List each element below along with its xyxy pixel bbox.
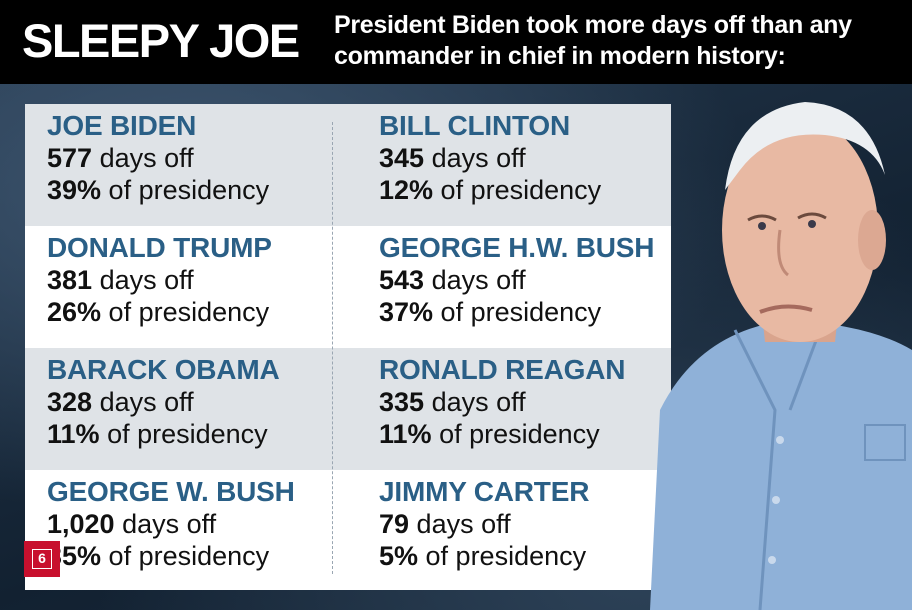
table-row: GEORGE W. BUSH 1,020 days off 35% of pre…	[25, 470, 671, 590]
percent-label: of presidency	[101, 297, 270, 327]
president-cell: BARACK OBAMA 328 days off 11% of preside…	[47, 354, 347, 450]
column-divider	[332, 122, 333, 574]
percent-value: 37%	[379, 297, 434, 327]
presidency-percent: 39% of presidency	[47, 174, 347, 206]
days-label: days off	[92, 387, 194, 417]
percent-value: 39%	[47, 175, 102, 205]
days-off: 335 days off	[379, 386, 679, 418]
table-row: BARACK OBAMA 328 days off 11% of preside…	[25, 348, 671, 470]
president-cell: GEORGE W. BUSH 1,020 days off 35% of pre…	[47, 476, 347, 572]
badge-number: 6	[32, 549, 52, 569]
table-row: DONALD TRUMP 381 days off 26% of preside…	[25, 226, 671, 348]
table-row: JOE BIDEN 577 days off 39% of presidency…	[25, 104, 671, 226]
percent-value: 11%	[379, 419, 432, 449]
percent-label: of presidency	[433, 297, 602, 327]
president-name: RONALD REAGAN	[379, 354, 626, 385]
days-off: 328 days off	[47, 386, 347, 418]
days-label: days off	[92, 143, 194, 173]
percent-value: 5%	[379, 541, 419, 571]
president-name: JOE BIDEN	[47, 110, 197, 141]
days-value: 1,020	[47, 509, 115, 539]
president-cell: RONALD REAGAN 335 days off 11% of presid…	[379, 354, 679, 450]
days-off: 79 days off	[379, 508, 679, 540]
person-photo	[640, 80, 912, 610]
days-label: days off	[424, 387, 526, 417]
days-value: 335	[379, 387, 425, 417]
image-counter-badge[interactable]: 6	[24, 541, 60, 577]
president-cell: GEORGE H.W. BUSH 543 days off 37% of pre…	[379, 232, 679, 328]
days-label: days off	[409, 509, 511, 539]
president-cell: JOE BIDEN 577 days off 39% of presidency	[47, 110, 347, 206]
days-off: 345 days off	[379, 142, 679, 174]
header-bar: SLEEPY JOE President Biden took more day…	[0, 0, 912, 84]
days-label: days off	[92, 265, 194, 295]
days-off-table: JOE BIDEN 577 days off 39% of presidency…	[25, 104, 671, 590]
percent-value: 26%	[47, 297, 102, 327]
president-name: BARACK OBAMA	[47, 354, 280, 385]
days-off: 381 days off	[47, 264, 347, 296]
presidency-percent: 11% of presidency	[47, 418, 347, 450]
days-value: 345	[379, 143, 425, 173]
percent-label: of presidency	[431, 419, 600, 449]
presidency-percent: 12% of presidency	[379, 174, 679, 206]
days-label: days off	[424, 265, 526, 295]
percent-label: of presidency	[101, 541, 270, 571]
percent-label: of presidency	[418, 541, 587, 571]
days-value: 79	[379, 509, 410, 539]
president-cell: DONALD TRUMP 381 days off 26% of preside…	[47, 232, 347, 328]
president-name: BILL CLINTON	[379, 110, 571, 141]
presidency-percent: 35% of presidency	[47, 540, 347, 572]
presidency-percent: 11% of presidency	[379, 418, 679, 450]
presidency-percent: 37% of presidency	[379, 296, 679, 328]
percent-value: 11%	[47, 419, 100, 449]
days-value: 381	[47, 265, 93, 295]
presidency-percent: 26% of presidency	[47, 296, 347, 328]
days-value: 543	[379, 265, 425, 295]
days-off: 543 days off	[379, 264, 679, 296]
subheadline: President Biden took more days off than …	[334, 11, 852, 70]
person-illustration	[650, 102, 912, 610]
president-cell: JIMMY CARTER 79 days off 5% of presidenc…	[379, 476, 679, 572]
days-label: days off	[424, 143, 526, 173]
president-cell: BILL CLINTON 345 days off 12% of preside…	[379, 110, 679, 206]
presidency-percent: 5% of presidency	[379, 540, 679, 572]
president-name: GEORGE W. BUSH	[47, 476, 295, 507]
days-value: 577	[47, 143, 93, 173]
headline: SLEEPY JOE	[22, 14, 300, 67]
days-off: 1,020 days off	[47, 508, 347, 540]
days-value: 328	[47, 387, 93, 417]
days-off: 577 days off	[47, 142, 347, 174]
days-label: days off	[114, 509, 217, 539]
president-name: DONALD TRUMP	[47, 232, 272, 263]
president-name: JIMMY CARTER	[379, 476, 590, 507]
president-name: GEORGE H.W. BUSH	[379, 232, 655, 263]
percent-label: of presidency	[433, 175, 602, 205]
percent-label: of presidency	[101, 175, 270, 205]
percent-label: of presidency	[99, 419, 268, 449]
percent-value: 12%	[379, 175, 434, 205]
